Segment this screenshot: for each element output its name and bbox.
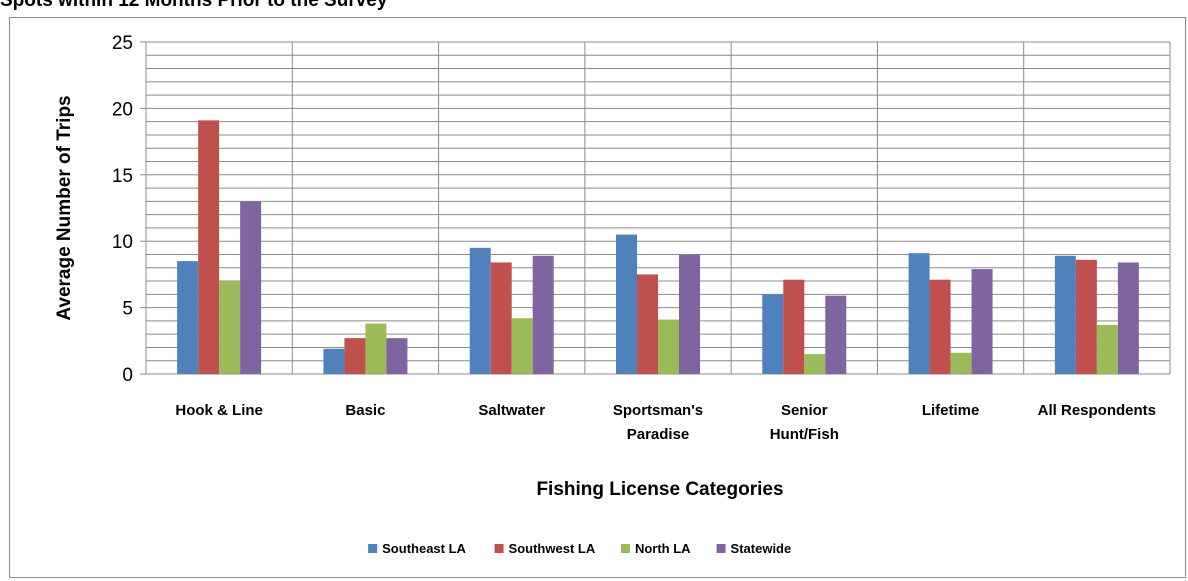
y-tick-label: 5 — [122, 299, 133, 320]
bar — [323, 348, 345, 374]
bar — [971, 269, 993, 374]
bar — [658, 319, 679, 374]
legend: Southeast LA Southwest LA North LA Statewid… — [368, 541, 791, 556]
legend-label: Southwest LA — [509, 541, 596, 556]
bar — [929, 279, 951, 374]
bar — [532, 255, 554, 374]
legend-label: Southeast LA — [382, 541, 466, 556]
legend-swatch — [494, 544, 504, 553]
bar — [177, 261, 199, 374]
bars — [177, 120, 1139, 375]
category-label: Lifetime — [922, 402, 980, 419]
bar — [825, 295, 847, 374]
bar — [490, 262, 512, 374]
bar — [1075, 259, 1097, 374]
category-label: All Respondents — [1038, 402, 1156, 419]
category-labels: Hook & Line Basic Saltwater Sportsman's Para… — [175, 402, 1156, 443]
y-tick-label: 0 — [122, 365, 133, 386]
bar — [198, 120, 220, 375]
y-tick-label: 10 — [112, 232, 133, 253]
category-label: Saltwater — [478, 402, 545, 419]
bar — [950, 352, 972, 374]
legend-swatch — [368, 544, 378, 553]
bar — [762, 294, 784, 374]
bar — [1054, 255, 1076, 374]
bar — [511, 318, 533, 374]
x-axis-title: Fishing License Categories — [536, 479, 783, 500]
legend-label: Statewide — [731, 541, 792, 556]
legend-swatch — [716, 544, 726, 553]
bar — [344, 338, 366, 374]
legend-swatch — [620, 544, 630, 553]
y-axis-title: Average Number of Trips — [54, 95, 75, 320]
bar — [219, 281, 241, 374]
bar — [679, 254, 700, 374]
category-label: Paradise — [627, 426, 690, 443]
category-label: Basic — [345, 402, 385, 419]
bar — [804, 354, 826, 374]
bar — [365, 323, 387, 374]
bar — [637, 274, 658, 374]
bar — [908, 253, 930, 374]
y-tick-label: 15 — [112, 166, 133, 187]
legend-label: North LA — [635, 541, 691, 556]
chart-title: Spots within 12 Months Prior to the Surv… — [0, 0, 388, 11]
bar — [469, 247, 491, 374]
category-label: Sportsman's — [613, 402, 703, 419]
y-tick-labels: 0 5 10 15 20 25 — [112, 33, 133, 386]
chart-area-frame — [9, 17, 1186, 578]
bar — [240, 201, 262, 374]
bar — [783, 279, 805, 374]
y-tick-label: 25 — [112, 33, 133, 54]
y-tick-label: 20 — [112, 99, 133, 120]
bar — [1096, 324, 1118, 374]
category-label: Hook & Line — [175, 402, 263, 419]
bar — [386, 338, 408, 374]
bar — [1117, 262, 1139, 374]
category-label: Senior — [781, 402, 828, 419]
category-label: Hunt/Fish — [770, 426, 839, 443]
bar — [616, 234, 637, 374]
